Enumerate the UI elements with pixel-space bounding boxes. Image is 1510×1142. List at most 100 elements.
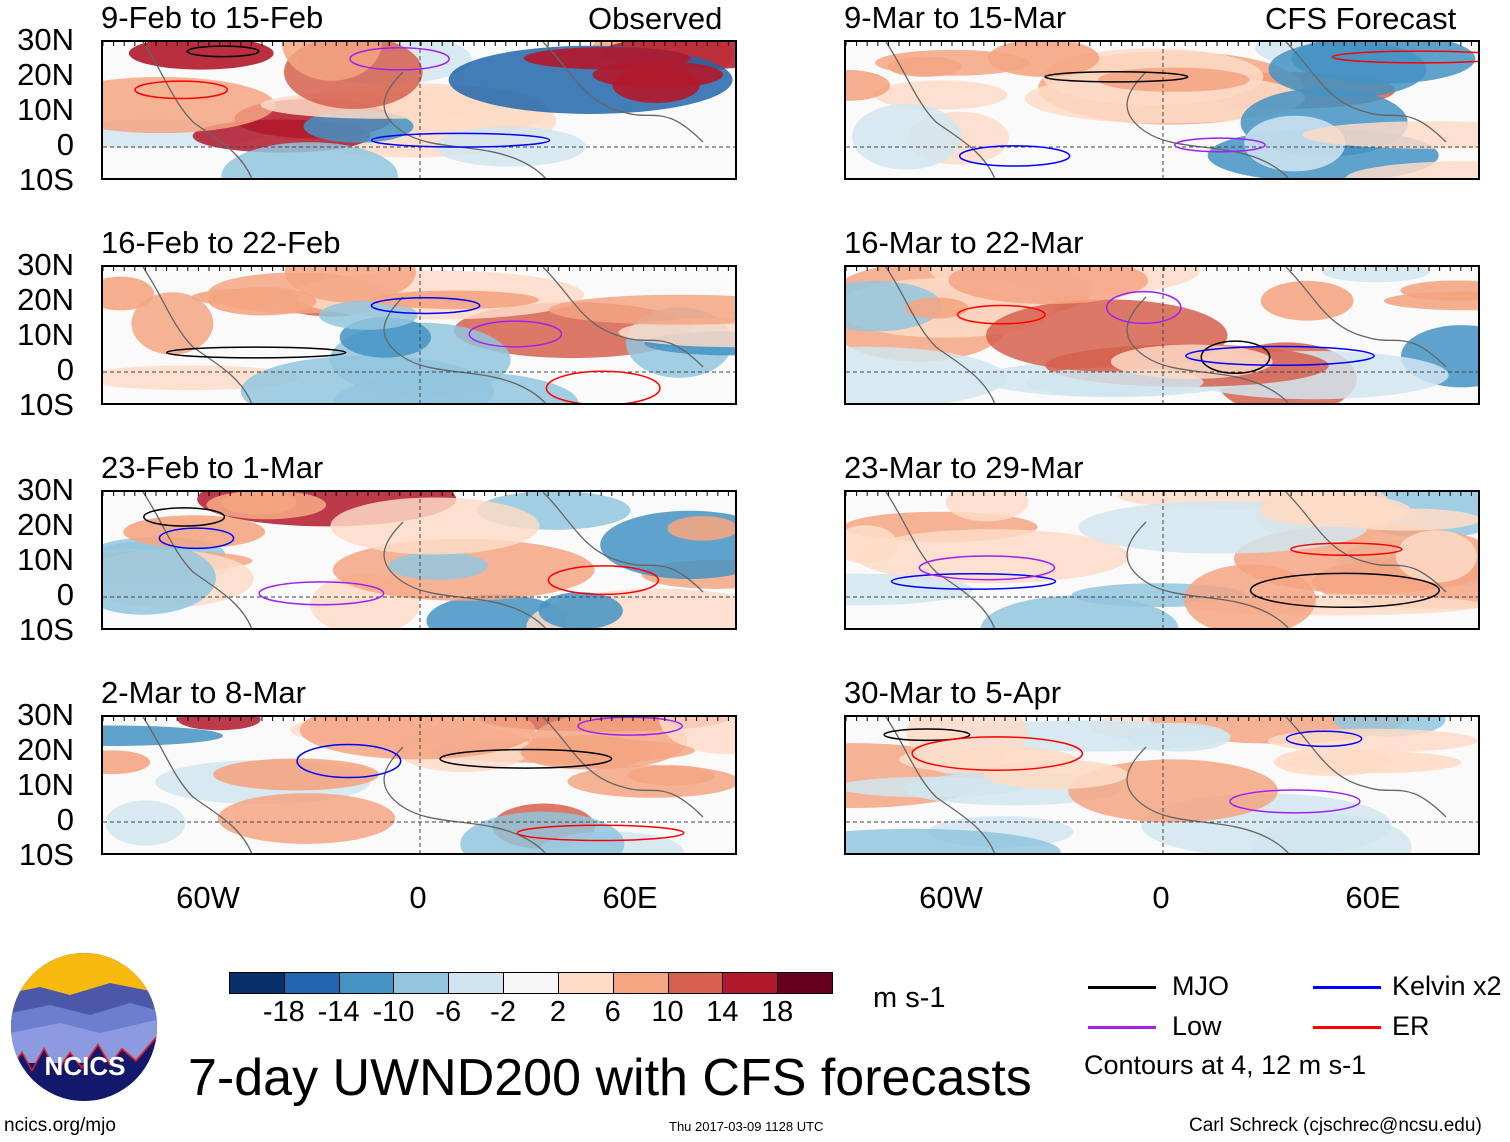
colorbar-tick-label: -10 [372,996,415,1028]
coastline [142,42,704,178]
wave-contour [186,45,260,58]
wave-contour [296,743,402,779]
legend-line-mjo [1088,986,1156,989]
figure-title: 7-day UWND200 with CFS forecasts [188,1049,1032,1107]
anomaly-shading [980,595,1179,628]
coastline [142,492,704,628]
panel-title: 23-Feb to 1-Mar [101,450,324,485]
panel-title: 9-Feb to 15-Feb [101,0,324,35]
anomaly-shading [873,80,1008,110]
colorbar-tick-label: -18 [262,996,305,1028]
anomaly-shading [284,267,416,303]
anomaly-shading [945,492,1029,522]
anomaly-shading [538,592,623,628]
wave-contour [577,717,683,736]
wave-contour [349,46,450,71]
lat-label: 10N [17,92,74,127]
anomaly-shading [612,67,700,103]
anomaly-shading [300,717,536,760]
anomaly-shading [1331,508,1478,531]
anomaly-shading [370,290,539,310]
anomaly-shading [627,765,715,786]
legend-label-low: Low [1172,1011,1222,1041]
panel-title: 16-Mar to 22-Mar [844,225,1084,260]
wave-contour [370,296,481,315]
colorbar-swatch [612,972,669,994]
anomaly-shading [103,76,276,134]
anomaly-shading [887,56,962,77]
anomaly-shading [221,142,398,178]
anomaly-shading [983,759,1128,790]
forecast-header: CFS Forecast [1265,1,1457,36]
anomaly-shading [103,276,155,311]
anomaly-shading [948,267,1149,305]
anomaly-shading [213,758,380,791]
lat-label: 30N [17,472,74,507]
lat-label: 20N [17,57,74,92]
anomaly-shading [1395,530,1477,583]
anomaly-shading [846,280,943,332]
anomaly-shading [905,297,969,319]
lat-label: 10S [18,612,74,647]
wave-contour [883,728,971,742]
lon-label: 0 [409,880,427,915]
wave-contour [165,346,347,359]
anomaly-shading [217,793,396,844]
anomaly-shading [103,725,224,746]
panel-title: 16-Feb to 22-Feb [101,225,341,260]
map-panel [101,40,737,180]
colorbar-tick-label: 2 [549,996,566,1028]
lat-label: 10N [17,767,74,802]
anomaly-shading [987,42,1100,77]
lat-label: 0 [56,577,74,612]
footer-url[interactable]: ncics.org/mjo [4,1115,116,1136]
colorbar-swatch [283,972,340,994]
wave-contour [1229,789,1361,814]
anomaly-shading [1184,564,1316,628]
logo-text: NCICS [45,1051,126,1081]
colorbar-tick-label: 10 [651,996,684,1028]
lon-label: 60W [919,880,983,915]
anomaly-shading [1345,160,1478,178]
anomaly-shading [333,371,579,403]
coastline [885,717,1447,853]
panel-title: 2-Mar to 8-Mar [101,675,306,710]
legend-line-low [1088,1026,1156,1029]
anomaly-shading [123,515,266,549]
anomaly-shading [191,288,299,306]
lat-label: 10S [18,837,74,872]
coastline [885,267,1447,403]
coastline [142,717,704,853]
map-panel [844,40,1480,180]
wave-contour [1105,290,1182,325]
anomaly-shading [330,497,540,555]
wave-contour [370,132,551,148]
anomaly-shading [105,800,186,846]
colorbar-swatch [448,972,505,994]
legend-line-er [1313,1026,1381,1029]
anomaly-shading [1383,291,1478,311]
wave-contour [890,572,1057,590]
colorbar-swatch [777,972,833,994]
map-panel [101,490,737,630]
lon-label: 0 [1152,880,1170,915]
wave-contour [911,736,1084,771]
lat-label: 30N [17,22,74,57]
legend-label-kelvin: Kelvin x2 [1392,971,1502,1001]
anomaly-shading [1273,747,1391,777]
legend-line-kelvin [1313,986,1381,989]
colorbar-swatch [393,972,450,994]
wave-contour [516,824,685,842]
anomaly-shading [103,541,216,615]
wave-contour [958,145,1071,167]
wave-contour [918,555,1056,581]
anomaly-shading [388,551,488,580]
legend-label-mjo: MJO [1172,971,1229,1001]
panel-title: 23-Mar to 29-Mar [844,450,1084,485]
lat-label: 30N [17,697,74,732]
anomaly-shading [103,750,151,775]
colorbar-swatch [229,972,285,994]
lat-label: 0 [56,802,74,837]
wave-contour [439,748,613,769]
anomaly-shading [846,346,1007,403]
